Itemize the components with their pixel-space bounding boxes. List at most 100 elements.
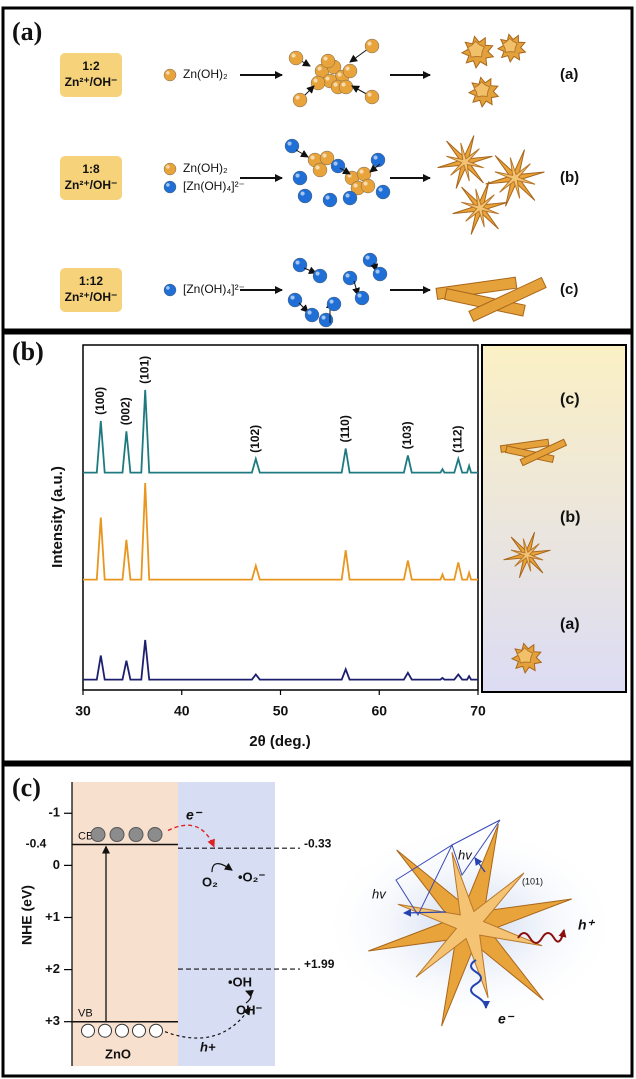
ion-ball <box>311 76 325 90</box>
x-tick-label: 70 <box>470 703 486 719</box>
ball-highlight <box>337 72 341 76</box>
panel-label: (c) <box>12 773 41 802</box>
peak-label: (100) <box>93 387 107 415</box>
ball-highlight <box>345 273 349 277</box>
ratio-unit: Zn²⁺/OH⁻ <box>65 75 118 89</box>
page: { "panel_labels": ["(a)", "(b)", "(c)"],… <box>0 0 636 1079</box>
ball-highlight <box>300 191 304 195</box>
ion-ball <box>371 153 385 167</box>
ion-ball <box>365 90 379 104</box>
species-name: Zn(OH)₂ <box>183 161 228 175</box>
x-tick-label: 40 <box>174 703 190 719</box>
ion-ball <box>365 39 379 53</box>
ball-highlight <box>166 165 170 169</box>
row-label: (b) <box>560 169 579 186</box>
y-tick-label: -1 <box>48 805 60 820</box>
x-tick-label: 30 <box>75 703 91 719</box>
ball-highlight <box>166 286 170 290</box>
hole <box>116 1024 129 1037</box>
peak-label: (102) <box>248 425 262 453</box>
light-label: hv <box>458 847 473 862</box>
peak-label: (110) <box>338 415 352 442</box>
y-axis-label: NHE (eV) <box>19 885 35 945</box>
ball-highlight <box>341 82 345 86</box>
y-tick-label: +1 <box>45 909 60 924</box>
morphology-label: (c) <box>560 391 580 408</box>
ion-ball <box>373 267 387 281</box>
ball-highlight <box>322 153 326 157</box>
ball-highlight <box>307 310 311 314</box>
ion-ball <box>323 193 337 207</box>
ball-highlight <box>310 155 314 159</box>
ion-ball <box>355 291 369 305</box>
hole-label: h⁺ <box>578 917 596 933</box>
ball-highlight <box>353 183 357 187</box>
ball-highlight <box>166 183 170 187</box>
hole-label: h+ <box>200 1039 216 1054</box>
ion-ball <box>164 69 176 81</box>
ball-highlight <box>325 76 329 80</box>
ball-highlight <box>359 169 363 173</box>
ball-highlight <box>378 187 382 191</box>
cb-value: -0.4 <box>26 837 47 851</box>
ball-highlight <box>329 299 333 303</box>
hole <box>99 1024 112 1037</box>
ball-highlight <box>290 295 294 299</box>
ion-ball <box>376 185 390 199</box>
x-tick-label: 50 <box>273 703 289 719</box>
ion-ball <box>293 258 307 272</box>
ball-highlight <box>295 260 299 264</box>
ball-highlight <box>345 66 349 70</box>
hole <box>82 1024 95 1037</box>
electron <box>129 828 143 842</box>
hole <box>133 1024 146 1037</box>
ball-highlight <box>345 193 349 197</box>
x-axis-label: 2θ (deg.) <box>249 733 310 750</box>
electron <box>91 828 105 842</box>
hole <box>150 1024 163 1037</box>
electron-label: e⁻ <box>498 1011 515 1027</box>
y-tick-label: +3 <box>45 1013 60 1028</box>
ion-ball <box>288 293 302 307</box>
row-label: (a) <box>560 66 578 83</box>
electron-label: e⁻ <box>186 807 203 823</box>
ion-ball <box>289 51 303 65</box>
product: •O₂⁻ <box>238 870 265 885</box>
ion-ball <box>293 93 307 107</box>
peak-label: (101) <box>137 356 151 384</box>
light-label: hv <box>372 886 387 901</box>
y-tick-label: +2 <box>45 961 60 976</box>
ball-highlight <box>166 71 170 75</box>
row-label: (c) <box>560 281 578 298</box>
ball-highlight <box>333 161 337 165</box>
ion-ball <box>321 54 335 68</box>
ion-ball <box>319 313 333 327</box>
ball-highlight <box>375 269 379 273</box>
ball-highlight <box>325 195 329 199</box>
ion-ball <box>164 284 176 296</box>
peak-label: (002) <box>119 397 133 425</box>
peak-label: (103) <box>400 421 414 449</box>
ratio: 1:8 <box>82 162 100 176</box>
electron <box>110 828 124 842</box>
ball-highlight <box>365 255 369 259</box>
morphology-label: (a) <box>560 616 580 633</box>
peak-label: (112) <box>450 425 464 452</box>
ball-highlight <box>295 95 299 99</box>
ion-ball <box>164 181 176 193</box>
vb-label: VB <box>78 1008 93 1020</box>
ion-ball <box>327 297 341 311</box>
species-name: Zn(OH)₂ <box>183 67 228 81</box>
ball-highlight <box>367 41 371 45</box>
band-region <box>72 782 178 1066</box>
ion-ball <box>343 191 357 205</box>
figure: (a) (b) (c) 1:2Zn²⁺/OH⁻Zn(OH)₂(a)1:8Zn²⁺… <box>0 0 636 1079</box>
solution-region <box>178 782 275 1066</box>
ball-highlight <box>363 181 367 185</box>
panel-label: (b) <box>12 337 44 366</box>
ion-ball <box>331 159 345 173</box>
ion-ball <box>293 171 307 185</box>
material-label: ZnO <box>105 1046 131 1061</box>
panel-label: (a) <box>12 17 42 46</box>
ball-highlight <box>357 293 361 297</box>
